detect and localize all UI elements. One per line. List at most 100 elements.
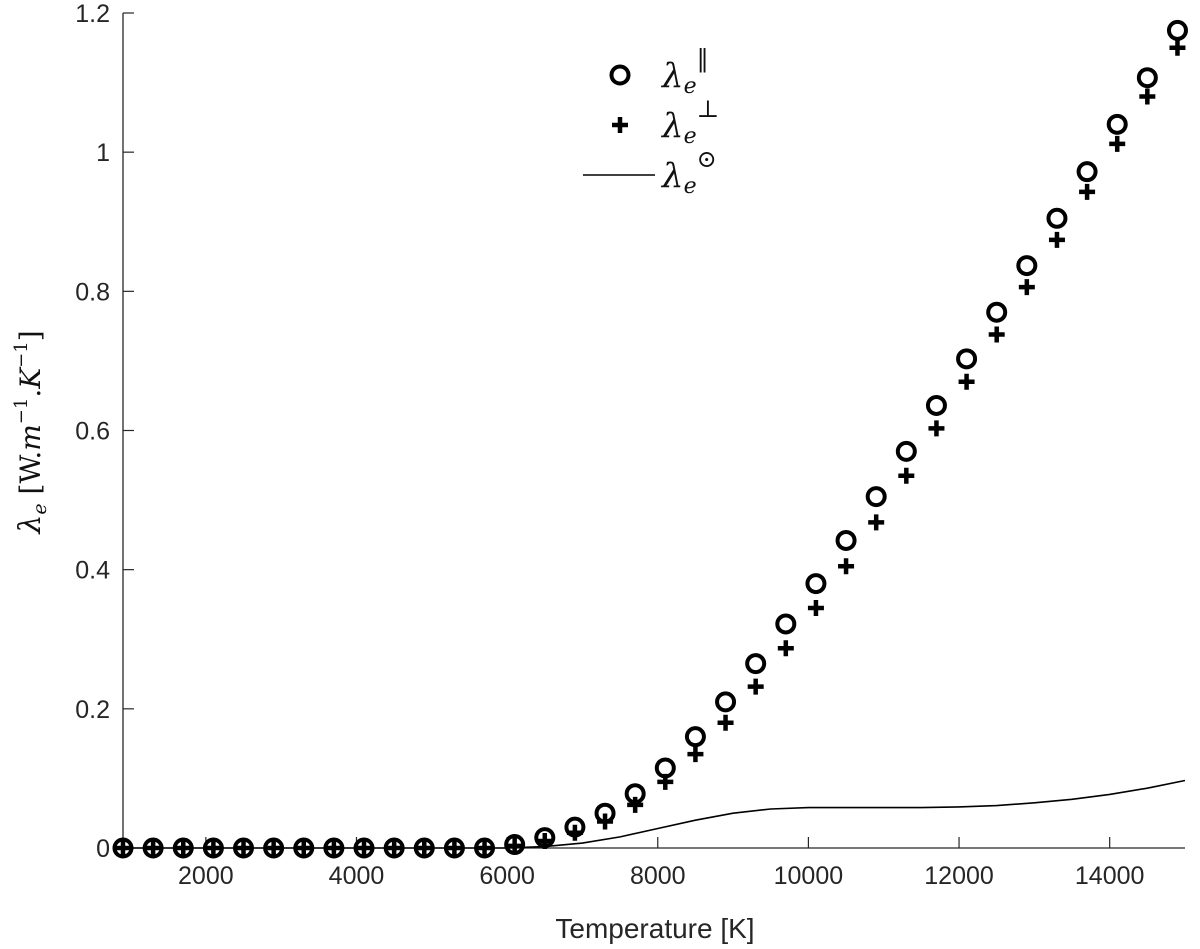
plus-marker <box>928 420 945 437</box>
legend-sub: e <box>684 74 697 99</box>
plus-marker <box>235 840 252 856</box>
y-tick-label: 0.4 <box>75 557 110 585</box>
x-tick-label: 8000 <box>630 862 686 890</box>
plus-marker <box>175 840 192 856</box>
legend-sup: ⊥ <box>697 95 720 123</box>
legend: λe‖λe⊥λe⊙ <box>583 45 719 199</box>
plus-marker <box>416 840 433 856</box>
legend-symbol: λ <box>660 56 684 96</box>
plus-marker <box>356 840 373 856</box>
legend-entry-label: λe‖ <box>660 45 709 99</box>
circle-marker <box>715 691 737 713</box>
y-label-k: K <box>14 366 47 390</box>
circle-marker <box>745 653 767 675</box>
x-tick-label: 12000 <box>924 862 994 890</box>
y-label-k-exp: −1 <box>11 341 32 368</box>
plus-marker <box>325 840 342 856</box>
plus-marker <box>145 840 162 856</box>
circle-marker <box>353 837 375 859</box>
plus-marker <box>898 467 915 484</box>
y-tick-label: 1 <box>96 139 110 167</box>
plus-marker <box>476 840 493 856</box>
legend-symbol: λ <box>660 156 684 196</box>
y-label-unit-close: ] <box>14 330 47 341</box>
legend-symbol: λ <box>660 106 684 146</box>
circle-marker <box>865 486 887 508</box>
circle-marker <box>323 837 345 859</box>
circle-marker <box>202 837 224 859</box>
x-tick-label: 10000 <box>774 862 844 890</box>
circle-marker <box>534 827 556 849</box>
plus-marker <box>386 840 403 856</box>
circle-marker <box>564 816 586 838</box>
x-tick-label: 2000 <box>178 862 234 890</box>
circle-marker <box>504 834 526 856</box>
circle-marker <box>805 573 827 595</box>
circle-marker <box>956 348 978 370</box>
circle-marker <box>233 837 255 859</box>
circle-marker <box>293 837 315 859</box>
x-tick-label: 6000 <box>479 862 535 890</box>
circle-marker <box>383 837 405 859</box>
x-tick-label: 4000 <box>329 862 385 890</box>
legend-sup: ‖ <box>697 45 709 74</box>
y-label-unit-open: [W. <box>14 451 47 504</box>
circle-marker <box>624 783 646 805</box>
x-tick-label: 14000 <box>1075 862 1145 890</box>
y-tick-label: 1.2 <box>75 0 110 28</box>
plus-marker <box>265 840 282 856</box>
circle-marker <box>835 529 857 551</box>
legend-entry-label: λe⊙ <box>660 145 717 199</box>
plot-area <box>112 19 1188 859</box>
plus-marker <box>687 746 704 763</box>
circle-marker <box>443 837 465 859</box>
y-label-dot: . <box>14 389 47 398</box>
plus-marker <box>1018 279 1035 296</box>
plus-marker <box>777 640 794 657</box>
legend-sub: e <box>684 124 697 149</box>
plus-marker <box>747 678 764 695</box>
circle-marker <box>925 394 947 416</box>
circle-marker <box>474 837 496 859</box>
circle-marker <box>1106 113 1128 135</box>
circle-marker <box>142 837 164 859</box>
plus-marker <box>838 558 855 575</box>
circle-marker <box>112 837 134 859</box>
circle-marker <box>1016 255 1038 277</box>
circle-marker <box>413 837 435 859</box>
plus-marker <box>1169 39 1186 56</box>
circle-marker <box>594 802 616 824</box>
y-tick-label: 0 <box>96 835 110 863</box>
y-label-m: m <box>14 424 47 451</box>
y-tick-label: 0.8 <box>75 278 110 306</box>
circle-marker <box>172 837 194 859</box>
circle-marker <box>654 757 676 779</box>
plus-marker <box>807 599 824 616</box>
y-label-sub: e <box>29 503 51 514</box>
plus-marker <box>1048 231 1065 248</box>
legend-circle-marker <box>609 64 631 86</box>
plus-marker <box>1079 183 1096 200</box>
legend-plus-marker <box>612 117 628 133</box>
plus-marker <box>868 514 885 531</box>
series-line-sun <box>123 779 1186 849</box>
x-axis-label: Temperature [K] <box>555 913 754 944</box>
legend-entry-label: λe⊥ <box>660 95 719 149</box>
circle-marker <box>1136 67 1158 89</box>
y-label-m-exp: −1 <box>11 398 32 425</box>
plus-marker <box>446 840 463 856</box>
plus-marker <box>115 840 131 856</box>
plus-marker <box>627 796 644 813</box>
plus-marker <box>958 373 975 390</box>
plus-marker <box>295 840 312 856</box>
y-tick-label: 0.6 <box>75 418 110 446</box>
circle-marker <box>1046 207 1068 229</box>
circle-marker <box>263 837 285 859</box>
circle-marker <box>684 726 706 748</box>
plus-marker <box>1139 88 1156 105</box>
plus-marker <box>205 840 222 856</box>
axes: 2000 4000 6000 8000 10000 12000 14000 0 0.2 0.4 0.… <box>75 0 1185 890</box>
circle-marker <box>1076 161 1098 183</box>
circle-marker <box>986 301 1008 323</box>
